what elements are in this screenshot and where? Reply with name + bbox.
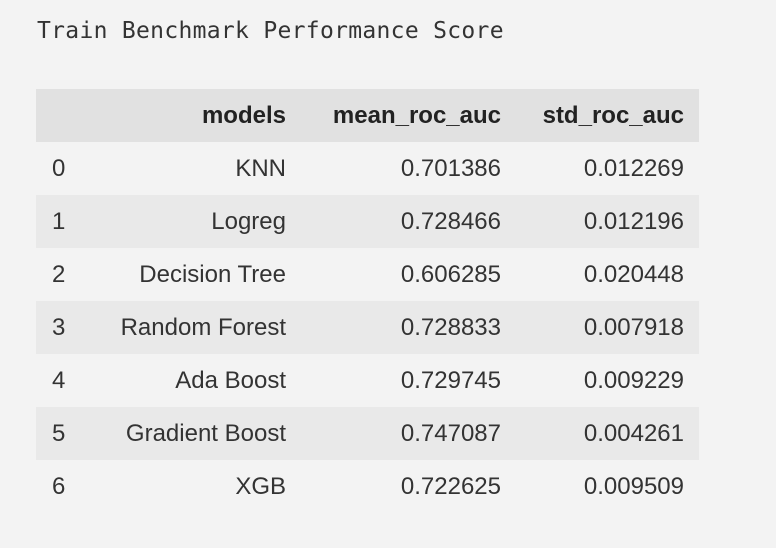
table-row: 0 KNN 0.701386 0.012269 <box>36 142 699 195</box>
cell-std-roc-auc: 0.004261 <box>501 407 699 460</box>
cell-mean-roc-auc: 0.606285 <box>286 248 501 301</box>
cell-models: Decision Tree <box>82 248 286 301</box>
cell-std-roc-auc: 0.012196 <box>501 195 699 248</box>
row-index: 5 <box>36 407 82 460</box>
row-index: 6 <box>36 460 82 513</box>
table-row: 2 Decision Tree 0.606285 0.020448 <box>36 248 699 301</box>
dataframe-table: models mean_roc_auc std_roc_auc 0 KNN 0.… <box>36 89 699 513</box>
table-row: 4 Ada Boost 0.729745 0.009229 <box>36 354 699 407</box>
column-header-mean-roc-auc: mean_roc_auc <box>286 89 501 142</box>
cell-std-roc-auc: 0.007918 <box>501 301 699 354</box>
row-index: 0 <box>36 142 82 195</box>
cell-mean-roc-auc: 0.747087 <box>286 407 501 460</box>
cell-mean-roc-auc: 0.701386 <box>286 142 501 195</box>
cell-models: Random Forest <box>82 301 286 354</box>
cell-models: KNN <box>82 142 286 195</box>
cell-std-roc-auc: 0.009229 <box>501 354 699 407</box>
header-row: models mean_roc_auc std_roc_auc <box>36 89 699 142</box>
cell-models: Gradient Boost <box>82 407 286 460</box>
table-body: 0 KNN 0.701386 0.012269 1 Logreg 0.72846… <box>36 142 699 513</box>
row-index: 3 <box>36 301 82 354</box>
print-output-text: Train Benchmark Performance Score <box>37 18 504 44</box>
cell-std-roc-auc: 0.020448 <box>501 248 699 301</box>
table-row: 1 Logreg 0.728466 0.012196 <box>36 195 699 248</box>
cell-mean-roc-auc: 0.729745 <box>286 354 501 407</box>
cell-mean-roc-auc: 0.722625 <box>286 460 501 513</box>
cell-models: XGB <box>82 460 286 513</box>
cell-std-roc-auc: 0.012269 <box>501 142 699 195</box>
table-row: 6 XGB 0.722625 0.009509 <box>36 460 699 513</box>
index-column-header <box>36 89 82 142</box>
cell-mean-roc-auc: 0.728466 <box>286 195 501 248</box>
row-index: 4 <box>36 354 82 407</box>
cell-std-roc-auc: 0.009509 <box>501 460 699 513</box>
cell-models: Ada Boost <box>82 354 286 407</box>
column-header-std-roc-auc: std_roc_auc <box>501 89 699 142</box>
table-row: 3 Random Forest 0.728833 0.007918 <box>36 301 699 354</box>
row-index: 2 <box>36 248 82 301</box>
row-index: 1 <box>36 195 82 248</box>
cell-models: Logreg <box>82 195 286 248</box>
table-header: models mean_roc_auc std_roc_auc <box>36 89 699 142</box>
cell-mean-roc-auc: 0.728833 <box>286 301 501 354</box>
table-row: 5 Gradient Boost 0.747087 0.004261 <box>36 407 699 460</box>
column-header-models: models <box>82 89 286 142</box>
